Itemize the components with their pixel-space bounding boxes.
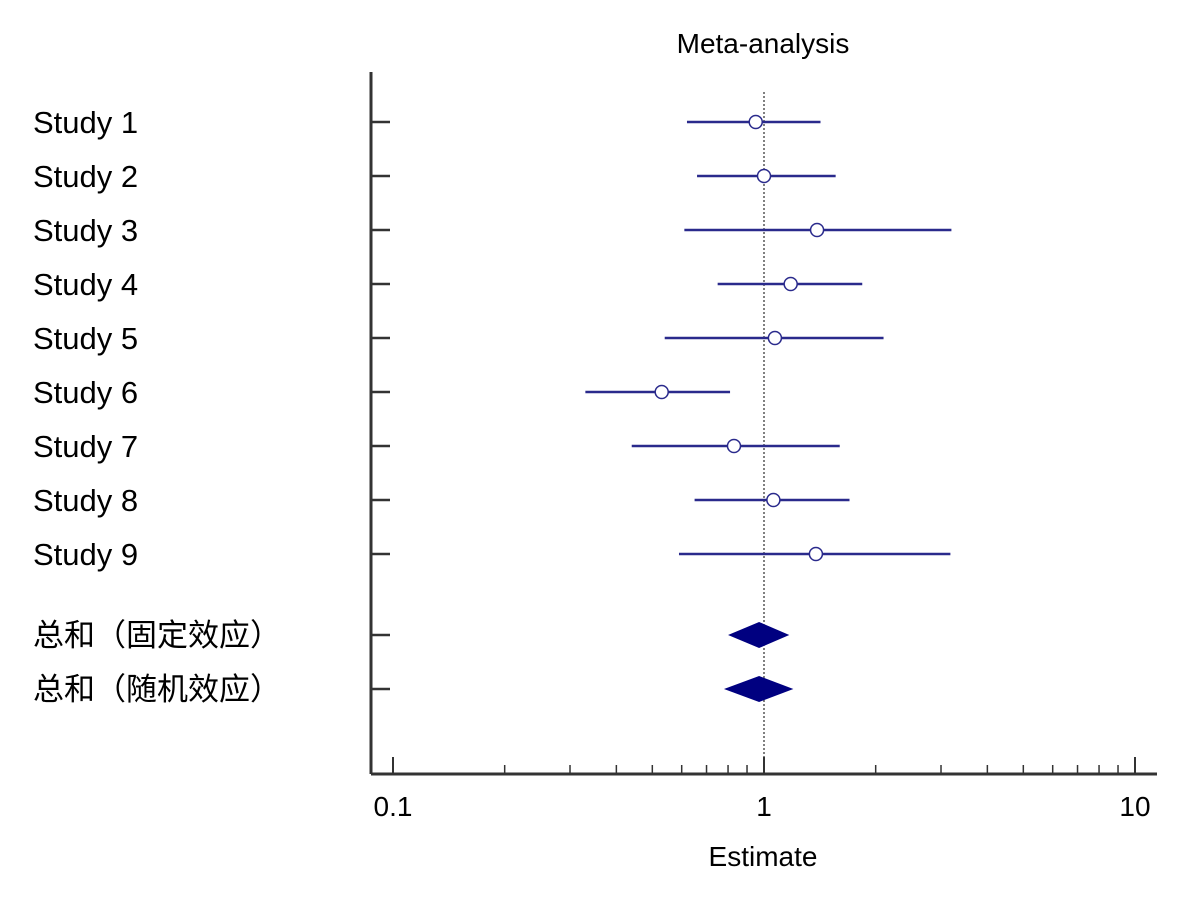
study-label: Study 9	[33, 537, 138, 572]
x-tick-label: 1	[756, 791, 772, 822]
study-label: Study 3	[33, 213, 138, 248]
study-label: Study 5	[33, 321, 138, 356]
study-label: Study 8	[33, 483, 138, 518]
point-estimate	[766, 492, 781, 508]
point-estimate	[809, 222, 825, 238]
pooled-label: 总和（随机效应）	[33, 672, 281, 707]
x-tick-label: 0.1	[374, 791, 413, 822]
point-estimate	[756, 168, 772, 184]
x-axis-label: Estimate	[709, 841, 818, 872]
study-label: Study 1	[33, 105, 138, 140]
x-tick-label: 10	[1119, 791, 1150, 822]
pooled-diamond	[723, 676, 794, 702]
study-label: Study 4	[33, 267, 138, 302]
point-estimate	[654, 384, 669, 400]
pooled-diamond	[728, 622, 790, 648]
study-label: Study 7	[33, 429, 138, 464]
chart-title: Meta-analysis	[677, 28, 850, 59]
point-estimate	[808, 546, 824, 562]
point-estimate	[748, 114, 763, 130]
pooled-label: 总和（固定效应）	[33, 618, 281, 653]
point-estimate	[767, 330, 783, 346]
study-label: Study 2	[33, 159, 138, 194]
point-estimate	[726, 438, 742, 454]
plot-area: 0.1 1 10 Study 1 Study 2 Study 3 Study 4 Study …	[33, 72, 1157, 822]
point-estimate	[783, 276, 798, 292]
study-label: Study 6	[33, 375, 138, 410]
